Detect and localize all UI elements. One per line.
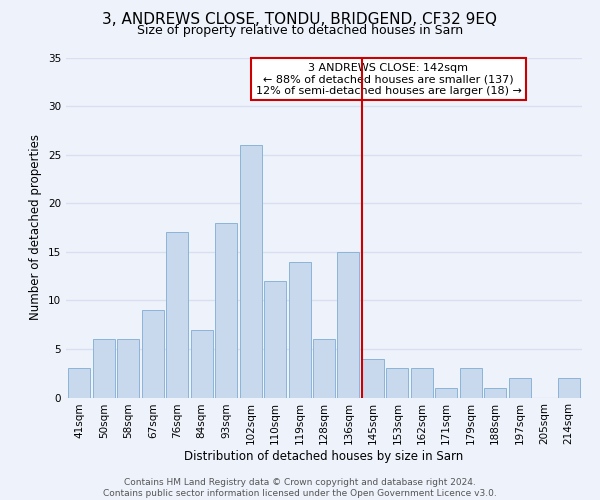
- Bar: [142, 310, 164, 398]
- Bar: [93, 339, 115, 398]
- Text: 3, ANDREWS CLOSE, TONDU, BRIDGEND, CF32 9EQ: 3, ANDREWS CLOSE, TONDU, BRIDGEND, CF32 …: [103, 12, 497, 28]
- Bar: [411, 368, 433, 398]
- Bar: [484, 388, 506, 398]
- Text: 3 ANDREWS CLOSE: 142sqm
← 88% of detached houses are smaller (137)
12% of semi-d: 3 ANDREWS CLOSE: 142sqm ← 88% of detache…: [256, 62, 521, 96]
- Bar: [191, 330, 213, 398]
- Bar: [313, 339, 335, 398]
- Bar: [509, 378, 530, 398]
- Bar: [337, 252, 359, 398]
- Bar: [166, 232, 188, 398]
- Bar: [68, 368, 91, 398]
- Y-axis label: Number of detached properties: Number of detached properties: [29, 134, 43, 320]
- Bar: [386, 368, 409, 398]
- Text: Contains HM Land Registry data © Crown copyright and database right 2024.
Contai: Contains HM Land Registry data © Crown c…: [103, 478, 497, 498]
- Bar: [118, 339, 139, 398]
- Bar: [215, 222, 237, 398]
- Bar: [239, 145, 262, 398]
- Bar: [264, 281, 286, 398]
- Bar: [557, 378, 580, 398]
- Text: Size of property relative to detached houses in Sarn: Size of property relative to detached ho…: [137, 24, 463, 37]
- X-axis label: Distribution of detached houses by size in Sarn: Distribution of detached houses by size …: [184, 450, 464, 463]
- Bar: [460, 368, 482, 398]
- Bar: [362, 358, 384, 398]
- Bar: [435, 388, 457, 398]
- Bar: [289, 262, 311, 398]
